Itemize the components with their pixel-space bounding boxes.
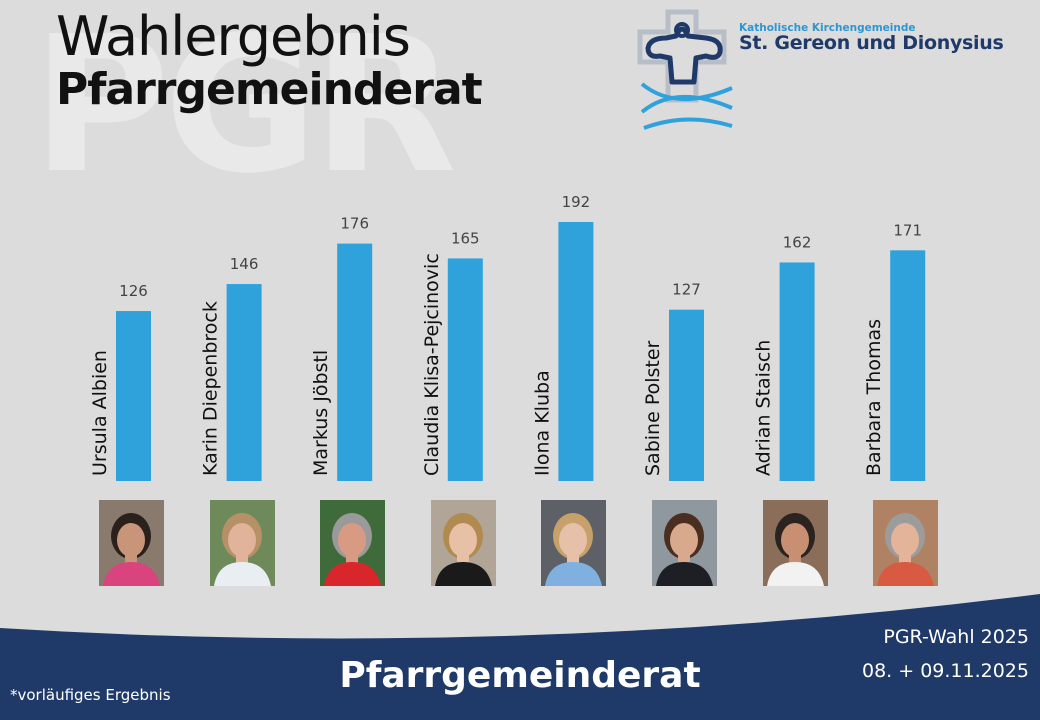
pgr-watermark: PGR <box>32 0 457 215</box>
portrait-4 <box>541 500 607 586</box>
bar-1 <box>226 284 262 481</box>
value-label-7: 171 <box>893 221 922 239</box>
candidate-label-1: Karin Diepenbrock <box>200 301 222 476</box>
page-subtitle: Pfarrgemeinderat <box>56 64 483 115</box>
value-label-1: 146 <box>230 255 259 273</box>
footer-title: Pfarrgemeinderat <box>339 655 701 696</box>
value-label-0: 126 <box>119 282 148 300</box>
candidate-label-7: Barbara Thomas <box>863 319 885 476</box>
candidate-label-2: Markus Jöbstl <box>310 350 332 476</box>
portrait-1 <box>209 500 275 586</box>
portrait-6 <box>762 500 828 586</box>
bar-7 <box>890 250 926 481</box>
parish-logo <box>637 9 733 130</box>
candidate-label-4: Ilona Kluba <box>531 370 553 476</box>
footer-event: PGR-Wahl 2025 <box>883 626 1029 648</box>
portrait-5 <box>652 500 717 586</box>
candidate-label-5: Sabine Polster <box>642 340 664 476</box>
fish-icon <box>640 82 733 130</box>
page-title: Wahlergebnis <box>56 5 411 68</box>
bar-0 <box>116 311 151 481</box>
bar-6 <box>779 262 815 481</box>
value-label-3: 165 <box>451 229 480 247</box>
footer-dates: 08. + 09.11.2025 <box>861 660 1029 682</box>
portrait-0 <box>99 500 164 586</box>
bar-3 <box>447 258 483 481</box>
parish-type: Katholische Kirchengemeinde <box>739 22 916 34</box>
candidate-label-0: Ursula Albien <box>89 350 111 476</box>
candidate-label-3: Claudia Klisa-Pejcinovic <box>421 253 443 476</box>
value-label-5: 127 <box>672 281 701 299</box>
portrait-3 <box>430 500 496 586</box>
bar-2 <box>337 243 373 481</box>
parish-name: St. Gereon und Dionysius <box>739 32 1004 54</box>
value-label-4: 192 <box>562 193 591 211</box>
footer-note: *vorläufiges Ergebnis <box>10 686 171 704</box>
candidate-label-6: Adrian Staisch <box>753 340 775 476</box>
bar-5 <box>669 309 704 481</box>
portrait-7 <box>873 500 939 586</box>
value-label-6: 162 <box>783 233 812 251</box>
value-label-2: 176 <box>340 215 369 233</box>
portrait-2 <box>320 500 386 586</box>
bar-4 <box>558 222 594 481</box>
